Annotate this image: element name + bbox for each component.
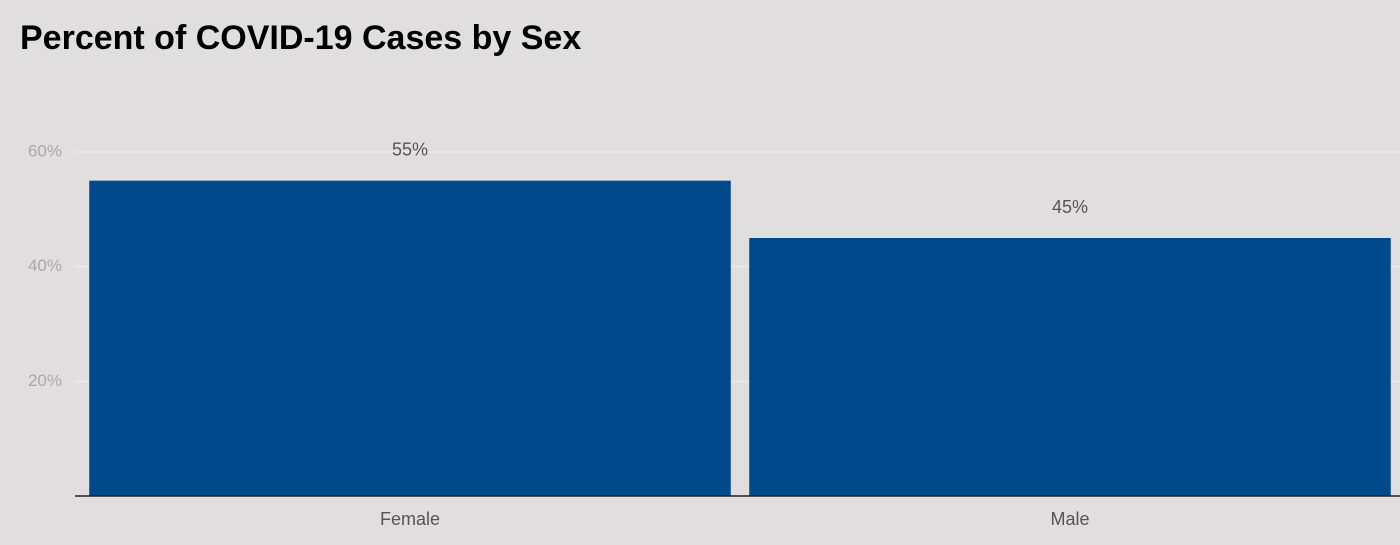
bar: [749, 238, 1391, 496]
y-tick-label: 20%: [28, 371, 62, 390]
x-tick-label: Male: [1050, 509, 1089, 529]
value-label: 55%: [392, 139, 428, 159]
x-tick-label: Female: [380, 509, 440, 529]
value-label: 45%: [1052, 197, 1088, 217]
y-tick-label: 40%: [28, 256, 62, 275]
y-tick-label: 60%: [28, 141, 62, 160]
bar: [89, 180, 731, 496]
chart-title: Percent of COVID-19 Cases by Sex: [20, 19, 581, 57]
